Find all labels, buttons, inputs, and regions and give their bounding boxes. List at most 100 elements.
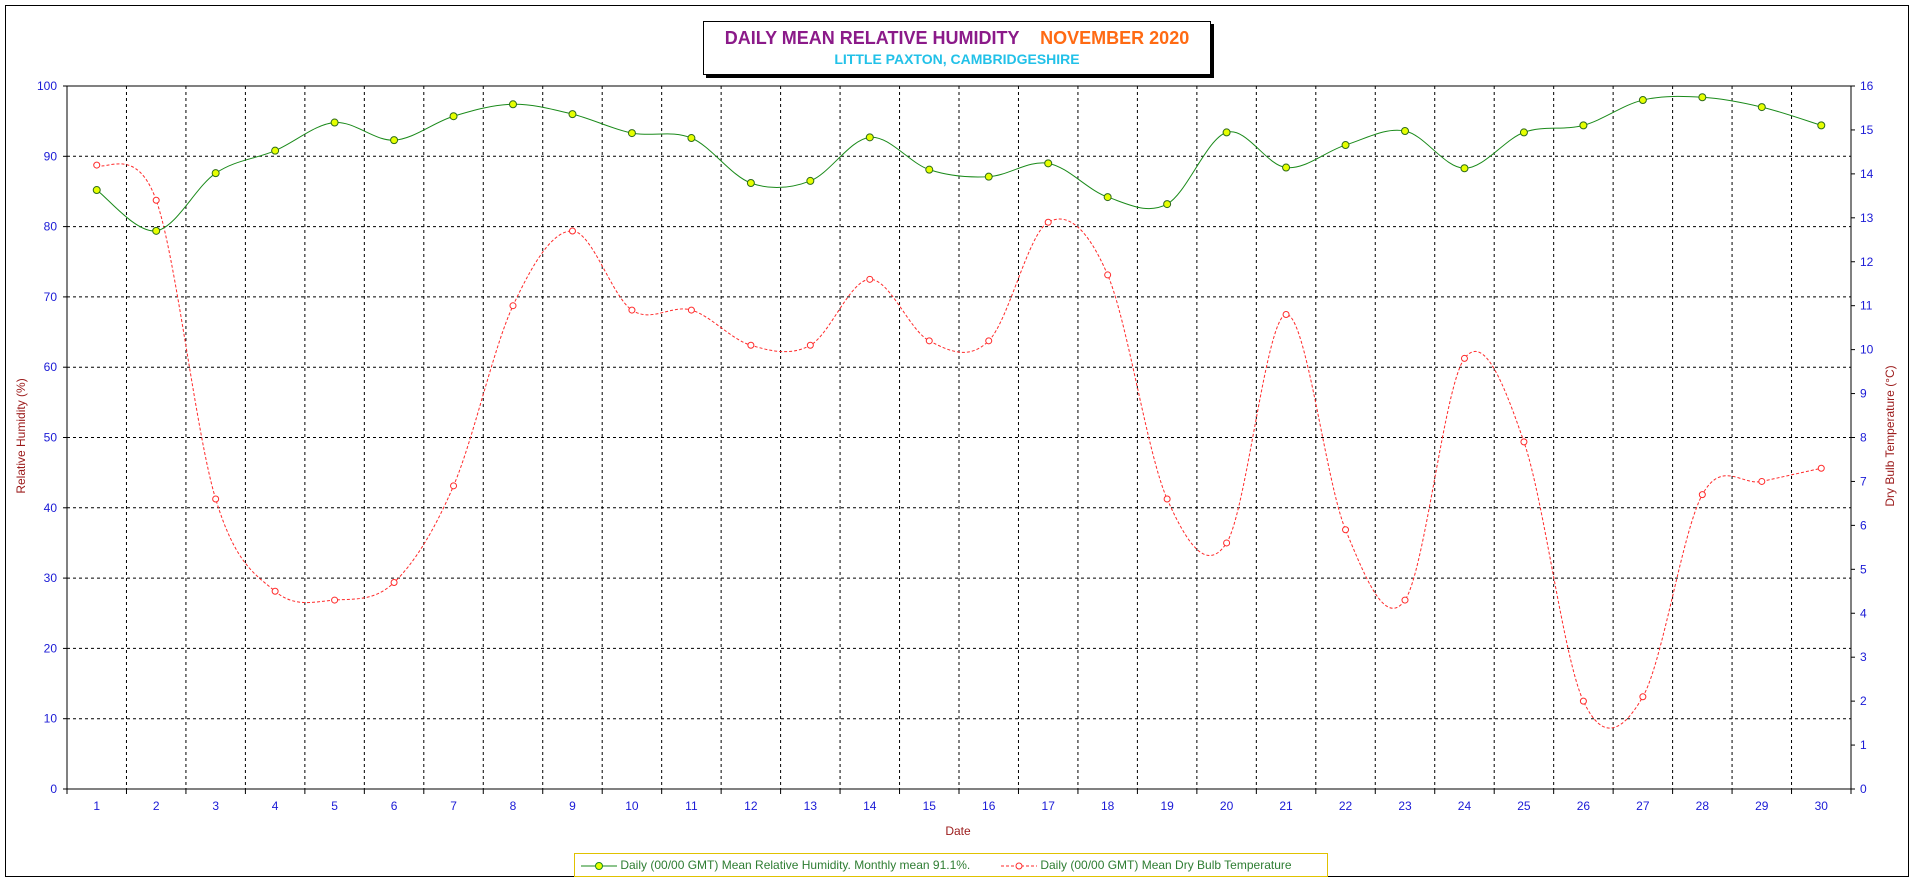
temperature-point bbox=[93, 161, 101, 169]
humidity-point bbox=[984, 172, 993, 181]
x-tick-label: 23 bbox=[1398, 799, 1412, 813]
y-left-tick-label: 60 bbox=[44, 360, 58, 374]
x-tick-label: 22 bbox=[1339, 799, 1353, 813]
y-right-tick-label: 2 bbox=[1860, 694, 1867, 708]
x-tick-label: 25 bbox=[1517, 799, 1531, 813]
y-left-tick-label: 20 bbox=[44, 641, 58, 655]
humidity-point bbox=[211, 169, 220, 178]
x-tick-label: 2 bbox=[153, 799, 160, 813]
legend-temperature-swatch bbox=[1001, 862, 1037, 870]
temperature-point bbox=[152, 196, 160, 204]
plot-border bbox=[66, 85, 1852, 790]
y-right-tick-label: 4 bbox=[1860, 606, 1867, 620]
y-right-tick-label: 8 bbox=[1860, 431, 1867, 445]
x-tick-label: 16 bbox=[982, 799, 996, 813]
humidity-point bbox=[746, 179, 755, 188]
x-tick-label: 3 bbox=[212, 799, 219, 813]
y-right-tick-label: 3 bbox=[1860, 650, 1867, 664]
humidity-point bbox=[1401, 126, 1409, 135]
x-tick-label: 21 bbox=[1279, 799, 1293, 813]
series-layer bbox=[92, 93, 1826, 729]
temperature-point bbox=[747, 341, 755, 349]
y-right-tick-label: 6 bbox=[1860, 518, 1867, 532]
y-right-tick-label: 0 bbox=[1860, 782, 1867, 796]
legend-item-temperature: Daily (00/00 GMT) Mean Dry Bulb Temperat… bbox=[1001, 858, 1292, 872]
temperature-point bbox=[509, 302, 517, 310]
temperature-point bbox=[1817, 464, 1825, 472]
legend: Daily (00/00 GMT) Mean Relative Humidity… bbox=[574, 853, 1328, 877]
x-tick-label: 28 bbox=[1696, 799, 1710, 813]
chart-title-month: NOVEMBER 2020 bbox=[1040, 28, 1190, 48]
temperature-point bbox=[271, 587, 279, 595]
y-left-tick-label: 90 bbox=[44, 149, 58, 163]
temperature-point bbox=[450, 482, 458, 490]
temperature-point bbox=[1520, 438, 1528, 446]
humidity-point bbox=[449, 112, 458, 121]
x-tick-label: 17 bbox=[1042, 799, 1056, 813]
legend-humidity-label: Daily (00/00 GMT) Mean Relative Humidity… bbox=[620, 858, 971, 872]
x-tick-label: 5 bbox=[331, 799, 338, 813]
humidity-point bbox=[92, 186, 101, 195]
y-left-tick-label: 50 bbox=[44, 431, 58, 445]
y-right-tick-label: 16 bbox=[1860, 79, 1874, 93]
x-tick-label: 6 bbox=[391, 799, 398, 813]
temperature-point bbox=[1401, 596, 1409, 604]
humidity-point bbox=[1282, 163, 1291, 172]
x-tick-label: 15 bbox=[923, 799, 937, 813]
humidity-point bbox=[1519, 128, 1528, 137]
y-left-tick-label: 80 bbox=[44, 220, 58, 234]
legend-temperature-label: Daily (00/00 GMT) Mean Dry Bulb Temperat… bbox=[1040, 858, 1292, 872]
x-tick-label: 9 bbox=[569, 799, 576, 813]
humidity-point bbox=[1698, 93, 1707, 102]
y-left-tick-label: 0 bbox=[50, 782, 57, 796]
humidity-point bbox=[152, 226, 161, 235]
humidity-point bbox=[509, 100, 517, 109]
temperature-point bbox=[925, 337, 933, 345]
temperature-point bbox=[568, 227, 576, 235]
temperature-point bbox=[687, 306, 695, 314]
temperature-point bbox=[866, 275, 874, 283]
x-tick-label: 26 bbox=[1577, 799, 1591, 813]
humidity-point bbox=[1103, 193, 1112, 202]
temperature-point bbox=[1342, 526, 1350, 534]
y-left-tick-label: 10 bbox=[44, 712, 58, 726]
humidity-point bbox=[806, 176, 815, 185]
temperature-point bbox=[1223, 539, 1231, 547]
y-right-tick-label: 1 bbox=[1860, 738, 1867, 752]
humidity-point bbox=[925, 165, 934, 174]
legend-humidity-swatch bbox=[581, 861, 617, 870]
humidity-point bbox=[1579, 121, 1588, 130]
chart-subtitle: LITTLE PAXTON, CAMBRIDGESHIRE bbox=[834, 51, 1080, 67]
humidity-point bbox=[865, 133, 874, 142]
chart-title: DAILY MEAN RELATIVE HUMIDITY bbox=[724, 28, 1020, 48]
y-left-tick-label: 70 bbox=[44, 290, 58, 304]
x-tick-label: 30 bbox=[1815, 799, 1829, 813]
x-tick-label: 8 bbox=[510, 799, 517, 813]
y-right-tick-label: 13 bbox=[1860, 211, 1874, 225]
temperature-point bbox=[1460, 354, 1468, 362]
temperature-point bbox=[331, 596, 339, 604]
temperature-point bbox=[1163, 495, 1171, 503]
humidity-point bbox=[1044, 159, 1053, 168]
temperature-point bbox=[1639, 693, 1647, 701]
temperature-point bbox=[212, 495, 220, 503]
humidity-point bbox=[1163, 200, 1172, 209]
x-tick-label: 18 bbox=[1101, 799, 1115, 813]
y-left-tick-label: 40 bbox=[44, 501, 58, 515]
humidity-point bbox=[1638, 96, 1647, 105]
legend-item-humidity: Daily (00/00 GMT) Mean Relative Humidity… bbox=[581, 858, 970, 872]
temperature-point bbox=[1104, 271, 1112, 279]
y-left-tick-label: 100 bbox=[37, 79, 57, 93]
temperature-point bbox=[1758, 477, 1766, 485]
y-right-tick-label: 10 bbox=[1860, 343, 1874, 357]
x-tick-label: 24 bbox=[1458, 799, 1472, 813]
humidity-point bbox=[687, 134, 696, 143]
x-tick-label: 11 bbox=[685, 799, 698, 813]
temperature-point bbox=[985, 337, 993, 345]
humidity-point bbox=[627, 129, 636, 138]
y-right-tick-label: 14 bbox=[1860, 167, 1874, 181]
temperature-point bbox=[390, 578, 398, 586]
x-tick-label: 14 bbox=[863, 799, 877, 813]
temperature-point bbox=[1282, 310, 1290, 318]
